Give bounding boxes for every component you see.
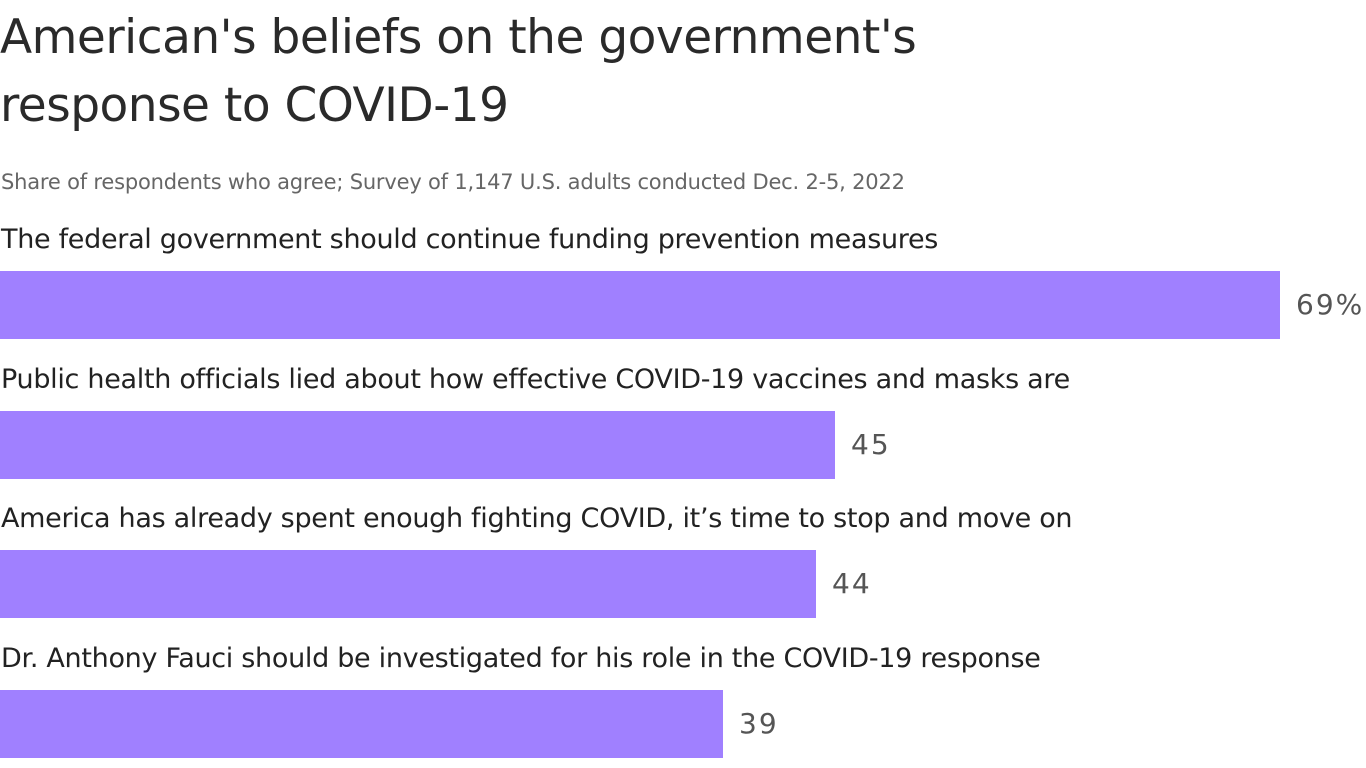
- bar: [0, 410, 835, 479]
- value-label: 69%: [1296, 288, 1365, 321]
- value-label: 44: [832, 567, 872, 600]
- bar: [0, 271, 1280, 339]
- chart-title: American's beliefs on the government's r…: [0, 10, 917, 133]
- bar: [0, 689, 723, 758]
- category-label: Public health officials lied about how e…: [1, 363, 1070, 395]
- category-label: The federal government should continue f…: [1, 224, 939, 255]
- category-label: America has already spent enough fightin…: [1, 503, 1073, 534]
- value-label: 45: [851, 427, 891, 461]
- category-label: Dr. Anthony Fauci should be investigated…: [1, 642, 1041, 674]
- chart-subtitle: Share of respondents who agree; Survey o…: [1, 170, 905, 194]
- bar: [0, 550, 816, 618]
- value-label: 39: [739, 706, 779, 740]
